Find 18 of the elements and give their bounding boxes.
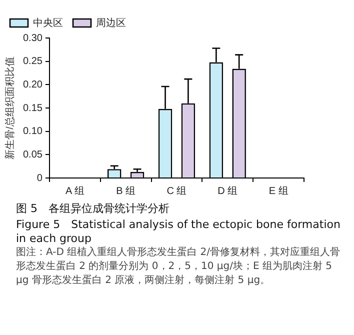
text: 图 5 各组异位成骨统计学分析 [16, 202, 170, 216]
x-tick-label: B 组 [116, 184, 136, 197]
text: Figure 5 Statistical analysis of the ectopic bone formation in each group [16, 218, 342, 246]
legend-label: 周边区 [96, 16, 126, 29]
y-tick-label: 0.25 [22, 56, 43, 68]
y-tick-label: 0 [36, 172, 43, 184]
x-tick-label: C 组 [166, 184, 187, 197]
y-tick-label: 0.05 [22, 149, 43, 160]
x-tick-label: D 组 [218, 184, 238, 197]
text: 图注：A-D 组植入重组人骨形态发生蛋白 2/骨修复材料，其对应重组人骨形态发生蛋白 2 的剂量分别为 0，2，5，10 μg/块；E 组为肌肉注射 5 μg 骨形态发生蛋白 2 原液，两侧注射，每侧注射 5 μg。 [16, 246, 342, 288]
x-tick-label: E 组 [268, 184, 288, 197]
y-tick-label: 0.15 [22, 102, 43, 114]
y-axis-title: 新生骨/总组织面积比值 [4, 56, 16, 160]
y-tick-label: 0.30 [22, 32, 43, 44]
y-tick-label: 0.10 [22, 126, 43, 138]
legend-label: 中央区 [33, 16, 63, 29]
y-tick-label: 0.20 [22, 79, 43, 90]
x-tick-label: A 组 [65, 184, 84, 197]
